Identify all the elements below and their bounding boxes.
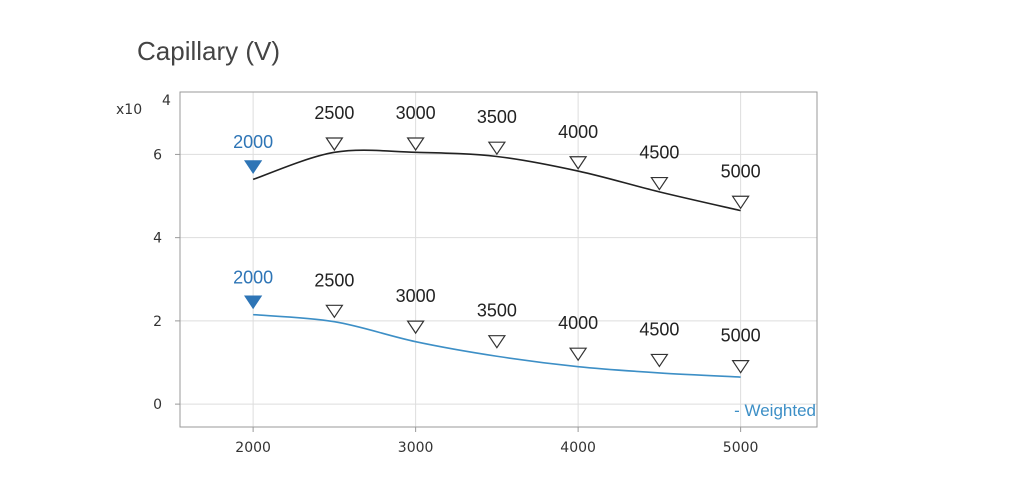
data-point-marker [244,295,263,310]
data-point-marker [325,304,344,319]
data-point-marker [650,176,669,191]
data-point-marker [487,141,506,156]
y-tick-label: 0 [153,397,162,413]
data-point-marker [244,160,263,174]
x-tick-label: 4000 [560,440,596,456]
data-point-label: 3000 [396,286,436,306]
axes: 2000 3000 4000 5000 0 2 4 6 [153,147,758,456]
data-point-label: 3000 [396,103,436,123]
data-point-label: 3500 [477,107,517,127]
x-tick-label: 2000 [235,440,271,456]
data-point-label: 4500 [639,143,679,163]
data-point-marker [487,335,506,349]
data-point-marker [569,156,588,170]
y-tick-label: 4 [153,231,162,247]
x-tick-label: 5000 [723,440,759,456]
y-tick-label: 6 [153,147,162,163]
series-line [253,313,741,378]
y-exponent-label: x10 [116,102,142,118]
data-point-label: 2000 [233,132,273,152]
data-point-label: 5000 [721,161,761,181]
data-point-label: 3500 [477,301,517,321]
data-point-label: 5000 [721,326,761,346]
series-2: 2000 2500 3000 3500 4000 4500 5000 [233,267,761,378]
y-exponent-value: 4 [162,93,171,109]
series-line [252,149,741,212]
y-tick-label: 2 [153,314,162,330]
plot-frame [179,91,818,428]
data-point-marker [406,320,425,335]
data-point-marker [325,137,344,152]
chart-title: Capillary (V) [137,36,281,66]
series-1: 2000 2500 3000 3500 4000 4500 5000 [233,103,761,212]
data-point-marker [650,353,669,368]
data-point-label: 2500 [314,270,354,290]
data-point-marker [569,347,588,362]
data-point-marker [406,137,425,152]
data-point-label: 4000 [558,122,598,142]
data-point-label: 2500 [314,103,354,123]
data-point-marker [731,195,750,210]
series: 2000 2500 3000 3500 4000 4500 5000 2000 2500 3000… [233,103,761,378]
x-tick-label: 3000 [398,440,434,456]
grid [180,92,817,427]
data-point-marker [731,360,750,374]
data-point-label: 4000 [558,313,598,333]
legend-weighted: - Weighted [734,401,816,420]
data-point-label: 4500 [639,319,679,339]
data-point-label: 2000 [233,267,273,287]
